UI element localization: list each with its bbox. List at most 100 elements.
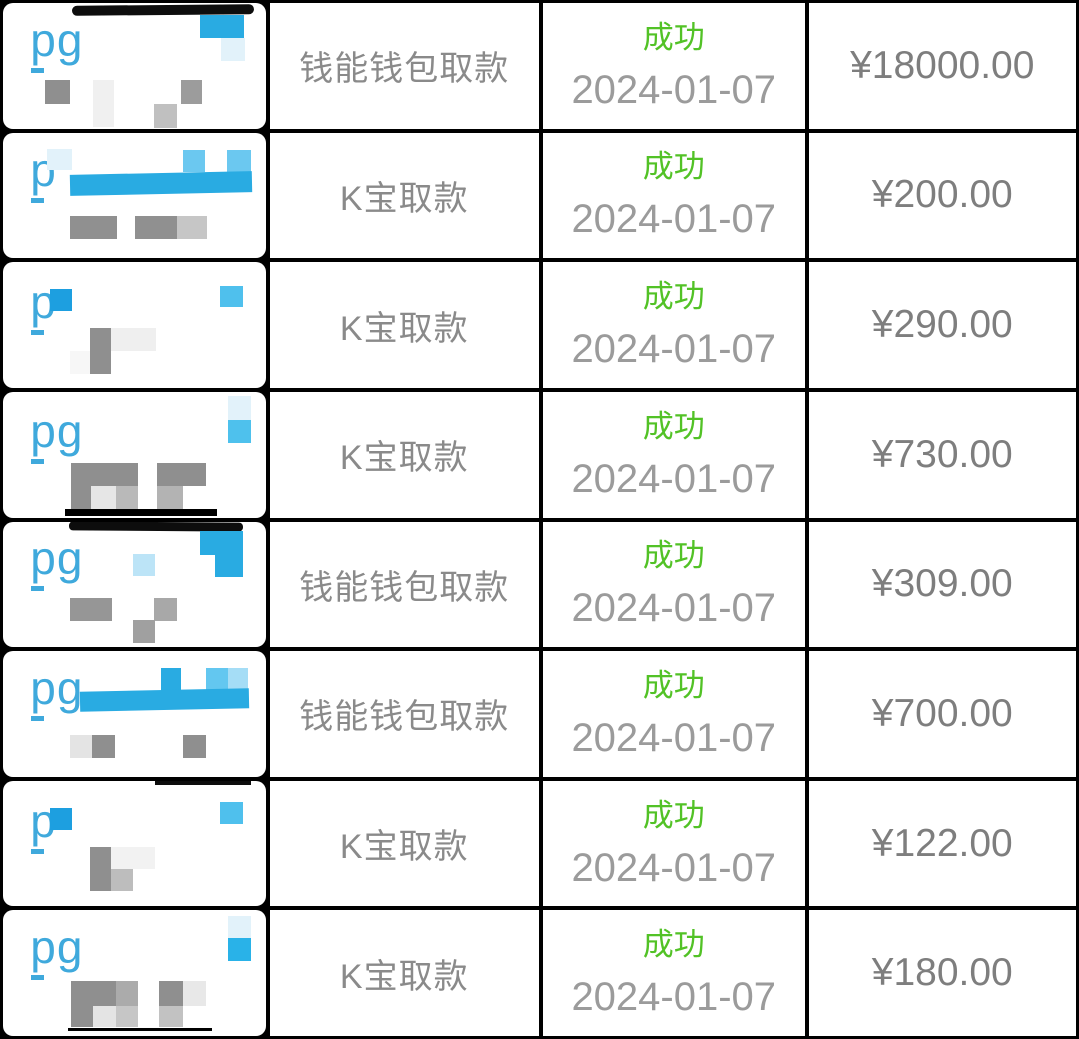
method-label: 钱能钱包取款 (299, 568, 510, 607)
amount-label: ¥200.00 (871, 173, 1013, 217)
method-label: K宝取款 (339, 828, 469, 867)
amount-label: ¥730.00 (871, 432, 1013, 476)
amount-cell: ¥290.00 (808, 262, 1076, 388)
pg-logo-letter-g: g (56, 532, 84, 585)
redacted-pixel-block (92, 1006, 117, 1028)
redacted-pixel-block (50, 807, 72, 830)
method-cell: K宝取款 (269, 391, 539, 518)
status-date-cell: 成功 2024-01-07 (542, 262, 805, 388)
redacted-pixel-block (111, 869, 134, 892)
redacted-pixel-block (90, 485, 117, 509)
redacted-pixel-block (228, 668, 249, 691)
redacted-pixel-block (133, 554, 156, 577)
method-label: K宝取款 (339, 957, 469, 996)
redacted-pixel-block (69, 734, 92, 758)
redacted-pixel-block (160, 668, 181, 691)
pg-logo-letter-p: p (30, 404, 57, 464)
method-cell: K宝取款 (269, 910, 539, 1036)
method-label: 钱能钱包取款 (299, 698, 510, 737)
amount-label: ¥700.00 (871, 691, 1013, 735)
status-label: 成功 (642, 19, 705, 55)
pg-logo-text: p (30, 794, 57, 854)
method-cell: 钱能钱包取款 (269, 651, 539, 777)
status-date-cell: 成功 2024-01-07 (542, 3, 805, 129)
screenshot-thumbnail[interactable]: p (3, 132, 266, 259)
redacted-pixel-block (47, 148, 72, 171)
amount-label: ¥122.00 (871, 821, 1013, 865)
method-cell: K宝取款 (269, 132, 539, 259)
method-cell: K宝取款 (269, 262, 539, 388)
redacted-pixel-block (45, 79, 70, 104)
pg-logo-letter-g: g (56, 13, 84, 66)
redacted-pixel-block (111, 846, 156, 870)
redacted-pixel-block (111, 328, 157, 351)
redaction-bar (68, 521, 243, 532)
screenshot-thumbnail[interactable]: p (3, 262, 266, 388)
screenshot-thumbnail[interactable]: pg (3, 651, 266, 777)
method-cell: K宝取款 (269, 780, 539, 907)
redacted-pixel-block (159, 981, 183, 1007)
redacted-pixel-block (50, 289, 72, 312)
pg-logo-letter-p: p (30, 662, 57, 722)
redacted-pixel-block (182, 981, 206, 1007)
redacted-pixel-block (79, 688, 249, 712)
screenshot-cell: pg (3, 521, 266, 648)
redacted-pixel-block (89, 328, 111, 374)
redacted-pixel-block (199, 14, 245, 38)
screenshot-cell: p (3, 262, 266, 388)
screenshot-thumbnail[interactable]: pg (3, 910, 266, 1036)
redacted-pixel-block (69, 216, 118, 240)
pg-logo-letter-g: g (56, 921, 84, 974)
redaction-bar (64, 508, 218, 517)
method-label: K宝取款 (339, 309, 469, 348)
screenshot-thumbnail[interactable]: p (3, 780, 266, 907)
redaction-bar (155, 780, 252, 785)
redacted-pixel-block (228, 419, 252, 443)
screenshot-cell: pg (3, 910, 266, 1036)
screenshot-thumbnail[interactable]: pg (3, 521, 266, 648)
amount-cell: ¥18000.00 (808, 3, 1076, 129)
redacted-pixel-block (220, 801, 244, 824)
date-label: 2024-01-07 (571, 586, 777, 631)
redacted-pixel-block (157, 485, 183, 509)
status-date-cell: 成功 2024-01-07 (542, 780, 805, 907)
redacted-pixel-block (69, 598, 113, 622)
redacted-pixel-block (157, 462, 206, 486)
redacted-pixel-block (116, 1006, 139, 1028)
date-label: 2024-01-07 (571, 715, 777, 760)
redacted-pixel-block (199, 531, 244, 556)
redacted-pixel-block (135, 216, 177, 240)
status-label: 成功 (642, 538, 705, 574)
status-label: 成功 (642, 667, 705, 703)
redacted-pixel-block (228, 395, 252, 420)
pg-logo-letter-p: p (30, 13, 57, 73)
status-date-cell: 成功 2024-01-07 (542, 391, 805, 518)
redacted-pixel-block (154, 598, 177, 622)
amount-cell: ¥730.00 (808, 391, 1076, 518)
screenshot-cell: pg (3, 3, 266, 129)
pg-logo-text: pg (30, 532, 84, 592)
redacted-pixel-block (228, 916, 252, 939)
amount-label: ¥180.00 (871, 951, 1013, 995)
redacted-pixel-block (228, 938, 252, 962)
status-label: 成功 (642, 149, 705, 185)
pg-logo-text: pg (30, 404, 83, 464)
amount-cell: ¥180.00 (808, 910, 1076, 1036)
redacted-pixel-block (154, 103, 177, 128)
redacted-pixel-block (116, 981, 139, 1007)
redacted-pixel-block (220, 286, 244, 308)
status-label: 成功 (642, 408, 705, 444)
redacted-pixel-block (182, 149, 205, 173)
redacted-pixel-block (227, 149, 252, 173)
pg-logo-letter-p: p (30, 794, 57, 854)
redacted-pixel-block (180, 79, 202, 104)
pg-logo-text: pg (30, 662, 83, 722)
screenshot-thumbnail[interactable]: pg (3, 391, 266, 518)
screenshot-thumbnail[interactable]: pg (3, 3, 266, 129)
status-label: 成功 (642, 797, 705, 833)
status-date-cell: 成功 2024-01-07 (542, 651, 805, 777)
redacted-pixel-block (182, 734, 206, 758)
redaction-bar (67, 1028, 212, 1031)
redacted-pixel-block (176, 216, 207, 240)
